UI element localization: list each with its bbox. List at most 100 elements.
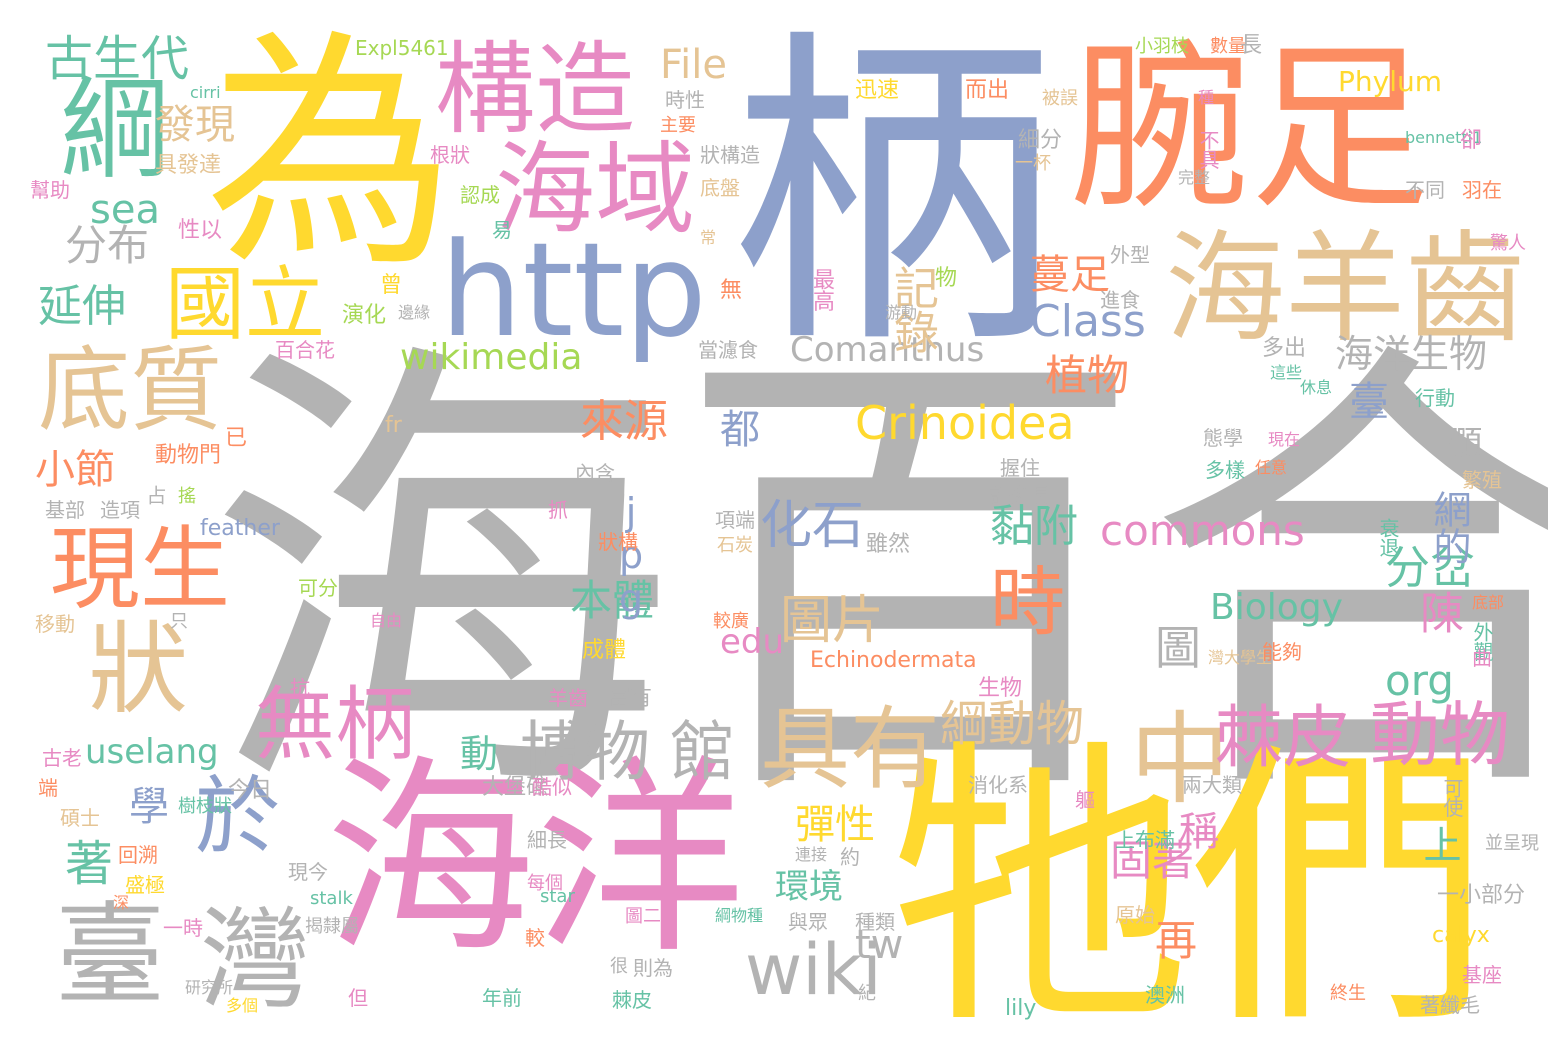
cloud-word: cirri [190, 83, 221, 102]
cloud-word: 很 [610, 956, 628, 977]
cloud-word: 圖片 [780, 591, 885, 651]
cloud-word: 根狀 [430, 143, 470, 167]
cloud-word: 底質 [38, 337, 223, 444]
cloud-word: 古生代 [45, 31, 190, 87]
cloud-word: edu [720, 622, 785, 662]
cloud-word: 約 [840, 845, 860, 869]
cloud-word: 著纖毛 [1420, 993, 1480, 1017]
cloud-word: 但 [348, 986, 368, 1010]
cloud-word: 樹枝狀 [178, 796, 232, 817]
cloud-word: 上布滿 [1115, 828, 1175, 852]
cloud-word: 卻 [1460, 128, 1483, 153]
cloud-word: star [540, 886, 575, 907]
cloud-word: 環境 [775, 867, 843, 907]
cloud-word: 連接 [795, 845, 828, 864]
cloud-word: 著 [65, 836, 114, 892]
cloud-word: 而出 [965, 78, 1010, 103]
cloud-word: 陳 [1412, 590, 1463, 634]
cloud-word: 多出 [1262, 336, 1307, 361]
cloud-word: Phylum [1338, 65, 1443, 98]
cloud-word: 造項 [100, 498, 140, 522]
cloud-word: 今日 [228, 778, 273, 803]
cloud-word: 深 [113, 893, 130, 912]
cloud-word: 能夠 [1262, 640, 1302, 664]
cloud-word: 館 [670, 715, 736, 790]
cloud-word: 澳洲 [1145, 983, 1185, 1007]
cloud-word: 不同 [1405, 178, 1445, 202]
cloud-word: 無柄 [255, 678, 415, 771]
cloud-word: feather [200, 516, 280, 541]
cloud-word: 並呈現 [1485, 833, 1539, 854]
cloud-word: 自由 [370, 611, 403, 630]
cloud-word: 黏附 [990, 501, 1078, 552]
cloud-word: 臺 [55, 891, 165, 1019]
cloud-word: 演化 [342, 303, 387, 328]
cloud-word: 牠們 [890, 715, 1490, 1052]
cloud-word: 富有 [608, 686, 653, 711]
cloud-word: 占 [143, 485, 167, 505]
cloud-word: 常 [700, 228, 717, 247]
cloud-word: 這些 [1270, 363, 1303, 382]
cloud-word: 種 [1198, 88, 1215, 107]
cloud-word: 物 [935, 266, 958, 291]
cloud-word: 狀構 [598, 530, 638, 554]
cloud-word: bennetti1 [1405, 128, 1483, 147]
cloud-word: 行動 [1415, 386, 1455, 410]
cloud-word: 酷似 [532, 775, 572, 799]
cloud-word: 棘皮 [612, 988, 652, 1012]
cloud-word: 小節 [35, 447, 115, 493]
cloud-word: 兩大類 [1182, 773, 1242, 797]
cloud-word: 可分 [298, 576, 338, 600]
cloud-word: 進食 [1100, 288, 1140, 312]
cloud-word: 碩士 [60, 806, 100, 830]
cloud-word: Crinoidea [855, 396, 1075, 450]
cloud-word: 海洋生物 [1335, 332, 1488, 376]
cloud-word: 曾 [380, 273, 403, 298]
cloud-word: 休息 [1300, 378, 1333, 397]
cloud-word: 紀 [858, 983, 876, 1004]
cloud-word: 盛極 [125, 873, 165, 897]
cloud-word: sea [90, 187, 160, 233]
cloud-word: 抓 [548, 498, 568, 522]
cloud-word: 時性 [665, 88, 705, 112]
cloud-word: 繁殖 [1462, 468, 1502, 492]
cloud-word: 延伸 [38, 281, 126, 332]
cloud-word: 上 [1417, 825, 1461, 863]
cloud-word: 動 [460, 732, 499, 776]
cloud-word: Comanthus [790, 330, 985, 370]
cloud-word: 綱動物 [940, 696, 1085, 752]
cloud-word: Echinodermata [810, 648, 977, 673]
cloud-word: 主要 [660, 115, 696, 136]
cloud-word: 一小部分 [1437, 883, 1526, 908]
cloud-word: Biology [1210, 587, 1343, 628]
cloud-word: 多樣 [1205, 458, 1245, 482]
cloud-word: 具發達 [155, 153, 222, 178]
cloud-word: jpg [609, 490, 653, 620]
cloud-word: 每個 [527, 873, 563, 894]
cloud-word: 終生 [1330, 983, 1366, 1004]
cloud-word: 於 [195, 768, 281, 867]
cloud-word: tw [855, 922, 904, 968]
cloud-word: 現今 [288, 860, 328, 884]
cloud-word: 項端 [715, 508, 755, 532]
cloud-word: 被誤 [1042, 88, 1078, 109]
cloud-word: 雖然 [866, 532, 911, 557]
cloud-word: 狀構造 [700, 143, 760, 167]
cloud-word: 腕足 [1070, 25, 1431, 234]
cloud-word: 當濾食 [698, 338, 758, 362]
cloud-word: 海百合 [205, 306, 1548, 853]
cloud-word: 具有 [760, 697, 940, 802]
cloud-word: 數量 [1210, 36, 1246, 57]
cloud-word: 年前 [482, 986, 522, 1010]
cloud-word: 羊齒 [548, 686, 588, 710]
cloud-word: 博物 [520, 715, 651, 790]
cloud-word: File [660, 42, 727, 88]
cloud-word: 外觀 [1470, 622, 1494, 662]
cloud-word: 蔓足 [1030, 252, 1110, 298]
cloud-word: 生物 [978, 676, 1023, 701]
cloud-word: 游動 [885, 303, 918, 322]
cloud-word: 消化系 [968, 773, 1028, 797]
cloud-word: 顎 [1442, 425, 1482, 459]
cloud-word: 則為 [633, 956, 673, 980]
